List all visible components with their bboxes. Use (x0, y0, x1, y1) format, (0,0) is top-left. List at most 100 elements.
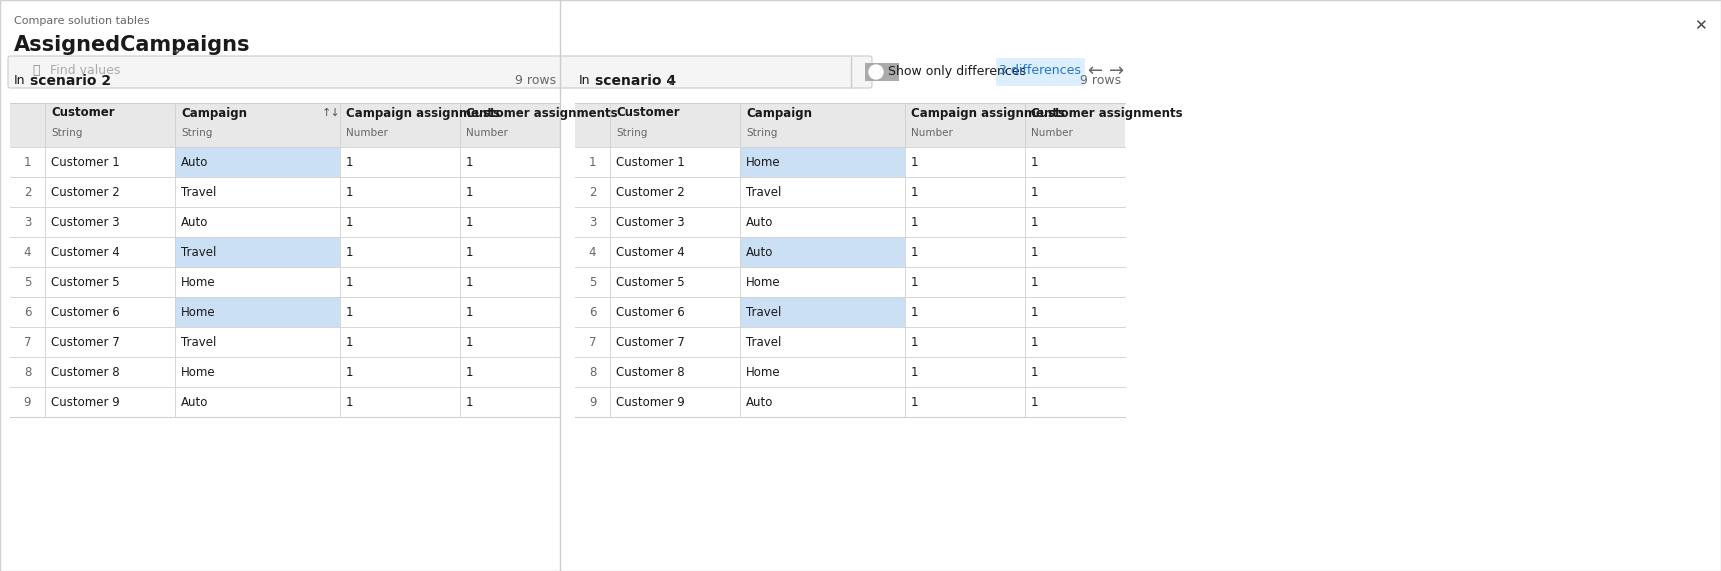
Text: Travel: Travel (181, 186, 217, 199)
Text: Customer 8: Customer 8 (616, 365, 685, 379)
Text: Auto: Auto (181, 396, 208, 408)
Text: 9 rows: 9 rows (1079, 74, 1120, 87)
Text: 2: 2 (589, 186, 595, 199)
Text: 2: 2 (24, 186, 31, 199)
Circle shape (869, 65, 883, 79)
Text: Travel: Travel (745, 336, 781, 348)
Text: 1: 1 (346, 336, 353, 348)
Text: 1: 1 (910, 396, 919, 408)
Text: String: String (616, 128, 647, 138)
Text: ⌄: ⌄ (169, 40, 182, 58)
Text: 1: 1 (466, 275, 473, 288)
Text: Auto: Auto (745, 396, 773, 408)
Text: Campaign: Campaign (181, 107, 248, 119)
Text: 9: 9 (589, 396, 595, 408)
Text: 1: 1 (346, 246, 353, 259)
Text: Number: Number (1031, 128, 1072, 138)
Text: 1: 1 (466, 215, 473, 228)
Text: ←: ← (1088, 62, 1103, 80)
Text: 8: 8 (589, 365, 595, 379)
Text: 1: 1 (910, 365, 919, 379)
Text: Compare solution tables: Compare solution tables (14, 16, 150, 26)
Text: 7: 7 (24, 336, 31, 348)
Text: →: → (1110, 62, 1124, 80)
Text: 1: 1 (1031, 155, 1038, 168)
Text: Customer 6: Customer 6 (616, 305, 685, 319)
Text: 1: 1 (466, 336, 473, 348)
Text: Customer 8: Customer 8 (52, 365, 120, 379)
Text: 1: 1 (910, 155, 919, 168)
Text: 1: 1 (910, 305, 919, 319)
Text: Auto: Auto (181, 215, 208, 228)
Text: Customer 4: Customer 4 (52, 246, 120, 259)
Text: Campaign assignments: Campaign assignments (910, 107, 1065, 119)
Text: 6: 6 (24, 305, 31, 319)
Text: 3: 3 (589, 215, 595, 228)
Text: Home: Home (181, 305, 215, 319)
Text: Travel: Travel (745, 305, 781, 319)
Text: Customer 5: Customer 5 (616, 275, 685, 288)
Text: Customer assignments: Customer assignments (1031, 107, 1182, 119)
Text: Customer 2: Customer 2 (616, 186, 685, 199)
FancyBboxPatch shape (176, 297, 341, 327)
Text: Home: Home (181, 275, 215, 288)
FancyBboxPatch shape (176, 147, 341, 177)
Text: 1: 1 (346, 186, 353, 199)
Text: 3 differences: 3 differences (1000, 65, 1081, 78)
Text: 1: 1 (1031, 275, 1038, 288)
Text: Customer 2: Customer 2 (52, 186, 120, 199)
FancyBboxPatch shape (10, 103, 559, 147)
Text: Customer 5: Customer 5 (52, 275, 120, 288)
Text: 1: 1 (346, 305, 353, 319)
Text: String: String (52, 128, 83, 138)
Text: 1: 1 (466, 155, 473, 168)
FancyBboxPatch shape (740, 147, 905, 177)
Text: 1: 1 (346, 215, 353, 228)
FancyBboxPatch shape (740, 297, 905, 327)
Text: Customer 4: Customer 4 (616, 246, 685, 259)
Text: 1: 1 (910, 215, 919, 228)
Text: 1: 1 (910, 186, 919, 199)
Text: 4: 4 (24, 246, 31, 259)
Text: Auto: Auto (745, 215, 773, 228)
Text: 9 rows: 9 rows (515, 74, 556, 87)
Text: Number: Number (910, 128, 953, 138)
Text: 1: 1 (466, 186, 473, 199)
Text: 1: 1 (910, 275, 919, 288)
Text: Customer 9: Customer 9 (52, 396, 120, 408)
Text: Customer 9: Customer 9 (616, 396, 685, 408)
Text: Customer: Customer (52, 107, 115, 119)
FancyBboxPatch shape (575, 103, 1126, 147)
Text: In: In (14, 74, 26, 87)
Text: 8: 8 (24, 365, 31, 379)
Text: 1: 1 (346, 155, 353, 168)
Text: String: String (181, 128, 212, 138)
Text: Home: Home (181, 365, 215, 379)
Text: scenario 4: scenario 4 (595, 74, 676, 88)
Text: 1: 1 (466, 365, 473, 379)
Text: ⌄: ⌄ (664, 74, 676, 88)
Text: Campaign assignments: Campaign assignments (346, 107, 501, 119)
Text: 7: 7 (589, 336, 595, 348)
Text: 1: 1 (346, 365, 353, 379)
Text: 1: 1 (466, 305, 473, 319)
FancyBboxPatch shape (176, 237, 341, 267)
Text: Home: Home (745, 275, 781, 288)
Text: 1: 1 (346, 396, 353, 408)
Text: 1: 1 (1031, 246, 1038, 259)
Text: 5: 5 (24, 275, 31, 288)
Text: 1: 1 (466, 246, 473, 259)
Text: ✕: ✕ (1693, 18, 1707, 33)
Text: Customer 1: Customer 1 (616, 155, 685, 168)
Text: 1: 1 (1031, 305, 1038, 319)
FancyBboxPatch shape (740, 237, 905, 267)
Text: Customer: Customer (616, 107, 680, 119)
Text: Travel: Travel (181, 246, 217, 259)
Text: Customer 3: Customer 3 (52, 215, 120, 228)
Text: Customer 6: Customer 6 (52, 305, 120, 319)
Text: scenario 2: scenario 2 (29, 74, 112, 88)
Text: 1: 1 (1031, 186, 1038, 199)
Text: 1: 1 (24, 155, 31, 168)
Text: Auto: Auto (745, 246, 773, 259)
Text: Number: Number (346, 128, 387, 138)
